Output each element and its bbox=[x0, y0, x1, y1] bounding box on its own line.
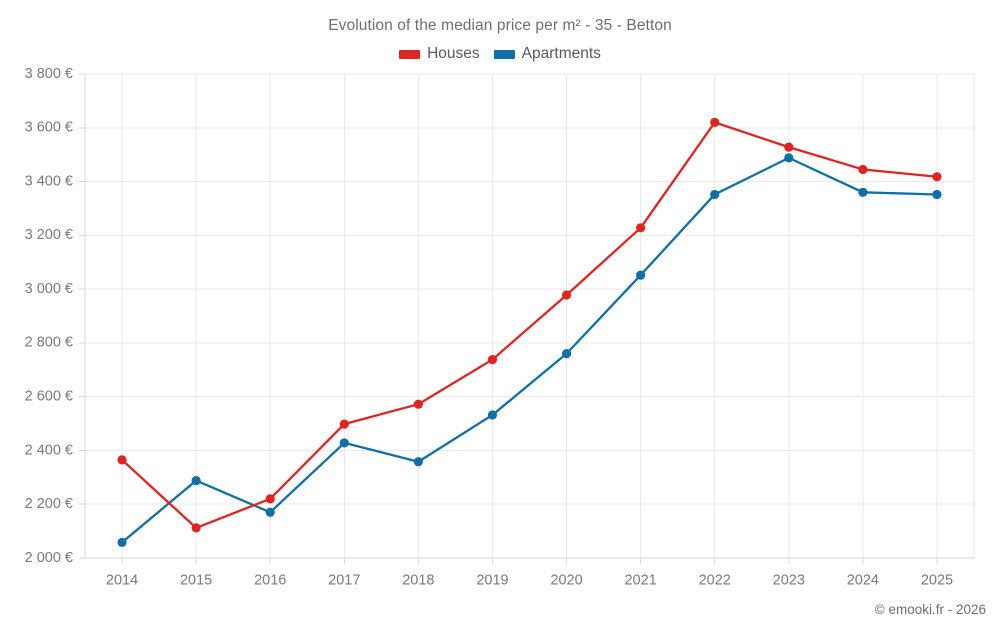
y-tick-label: 2 600 € bbox=[25, 388, 73, 404]
data-point-houses[interactable] bbox=[636, 223, 646, 233]
x-tick-label: 2015 bbox=[180, 573, 212, 589]
axes bbox=[79, 73, 974, 564]
x-tick-label: 2017 bbox=[328, 573, 360, 589]
legend-label-houses: Houses bbox=[427, 45, 480, 62]
series-line-apartments bbox=[120, 156, 939, 544]
data-series bbox=[117, 117, 942, 548]
y-tick-label: 2 000 € bbox=[25, 550, 73, 566]
legend-swatch-icon bbox=[493, 49, 515, 59]
data-point-apartments[interactable] bbox=[191, 475, 201, 486]
x-tick-label: 2024 bbox=[847, 573, 879, 589]
data-point-houses[interactable] bbox=[339, 419, 349, 429]
y-tick-label: 2 200 € bbox=[25, 496, 73, 512]
y-tick-label: 2 400 € bbox=[25, 442, 73, 458]
data-point-houses[interactable] bbox=[265, 494, 275, 504]
data-point-apartments[interactable] bbox=[339, 438, 349, 448]
x-axis-tick-labels: 2014 2015 2016 2017 2018 2019 2020 2021 2022 2023… bbox=[106, 573, 953, 589]
x-tick-label: 2025 bbox=[921, 573, 953, 589]
y-tick-label: 3 000 € bbox=[25, 281, 73, 297]
data-point-apartments[interactable] bbox=[487, 410, 498, 420]
legend-label-apartments: Apartments bbox=[521, 45, 601, 62]
data-point-apartments[interactable] bbox=[858, 187, 868, 197]
data-point-houses[interactable] bbox=[413, 399, 423, 409]
legend-item-apartments[interactable]: Apartments bbox=[493, 45, 601, 63]
data-point-houses[interactable] bbox=[858, 164, 868, 175]
data-point-apartments[interactable] bbox=[784, 153, 794, 163]
y-tick-label: 3 800 € bbox=[25, 66, 73, 82]
data-point-apartments[interactable] bbox=[265, 507, 275, 517]
data-point-houses[interactable] bbox=[487, 354, 498, 365]
y-tick-label: 3 200 € bbox=[25, 227, 73, 243]
data-point-houses[interactable] bbox=[191, 523, 201, 533]
x-tick-label: 2023 bbox=[773, 573, 805, 589]
data-point-houses[interactable] bbox=[932, 172, 942, 182]
data-point-houses[interactable] bbox=[117, 455, 127, 465]
chart-legend: Houses Apartments bbox=[0, 45, 1000, 63]
data-point-apartments[interactable] bbox=[932, 189, 942, 200]
data-point-apartments[interactable] bbox=[636, 270, 646, 280]
chart-title: Evolution of the median price per m² - 3… bbox=[328, 17, 672, 34]
y-tick-label: 3 600 € bbox=[25, 120, 73, 136]
x-tick-label: 2020 bbox=[550, 573, 582, 589]
x-tick-label: 2022 bbox=[699, 573, 731, 589]
y-axis-tick-labels: 2 000 € 2 200 € 2 400 € 2 600 € 2 800 € 3 000… bbox=[25, 66, 73, 566]
x-tick-label: 2016 bbox=[254, 573, 286, 589]
y-tick-label: 2 800 € bbox=[25, 335, 73, 351]
y-tick-label: 3 400 € bbox=[25, 173, 73, 189]
x-tick-label: 2021 bbox=[624, 573, 656, 589]
x-tick-label: 2018 bbox=[402, 573, 434, 589]
data-point-houses[interactable] bbox=[561, 290, 572, 300]
data-point-apartments[interactable] bbox=[561, 349, 572, 359]
x-tick-label: 2019 bbox=[476, 573, 508, 589]
legend-swatch-icon bbox=[399, 49, 421, 59]
x-tick-label: 2014 bbox=[106, 573, 138, 589]
legend-item-houses[interactable]: Houses bbox=[399, 45, 480, 63]
data-point-houses[interactable] bbox=[784, 142, 794, 152]
data-point-apartments[interactable] bbox=[710, 189, 720, 200]
data-point-apartments[interactable] bbox=[413, 457, 423, 467]
copyright-credit: © emooki.fr - 2026 bbox=[874, 602, 986, 617]
gridlines bbox=[84, 73, 975, 559]
data-point-houses[interactable] bbox=[710, 117, 720, 127]
data-point-apartments[interactable] bbox=[117, 537, 127, 548]
series-line-houses bbox=[120, 121, 939, 530]
